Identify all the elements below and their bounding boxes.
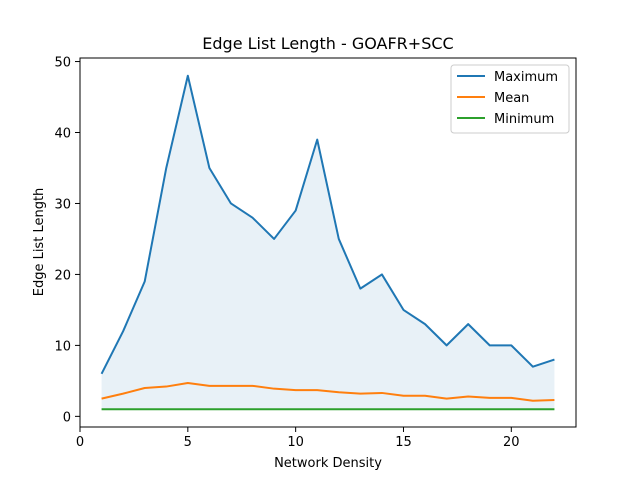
y-tick-label: 50 xyxy=(54,56,71,71)
y-tick-label: 10 xyxy=(54,339,71,354)
legend-label-maximum: Maximum xyxy=(494,70,558,85)
x-tick-label: 5 xyxy=(184,435,192,450)
y-tick-label: 40 xyxy=(54,127,71,142)
legend-label-minimum: Minimum xyxy=(494,112,554,127)
axes: 0 5 10 15 20 0 10 20 30 40 50 xyxy=(54,56,577,450)
x-tick-label: 20 xyxy=(503,435,520,450)
legend-label-mean: Mean xyxy=(494,91,529,106)
axes-frame xyxy=(79,57,577,428)
series-line-maximum xyxy=(100,74,555,375)
series-line-mean xyxy=(101,382,555,402)
x-tick-label: 15 xyxy=(395,435,412,450)
chart-title: Edge List Length - GOAFR+SCC xyxy=(202,34,453,53)
y-axis-label: Edge List Length xyxy=(32,188,47,297)
x-tick-label: 10 xyxy=(287,435,304,450)
legend: Maximum Mean Minimum xyxy=(450,64,570,134)
legend-box xyxy=(450,64,570,134)
fill-between-area xyxy=(101,75,555,410)
y-tick-label: 30 xyxy=(54,197,71,212)
y-tick-label: 0 xyxy=(63,410,71,425)
x-axis-label: Network Density xyxy=(274,456,382,471)
x-tick-label: 0 xyxy=(76,435,84,450)
plot-area xyxy=(100,74,555,411)
y-tick-label: 20 xyxy=(54,268,71,283)
